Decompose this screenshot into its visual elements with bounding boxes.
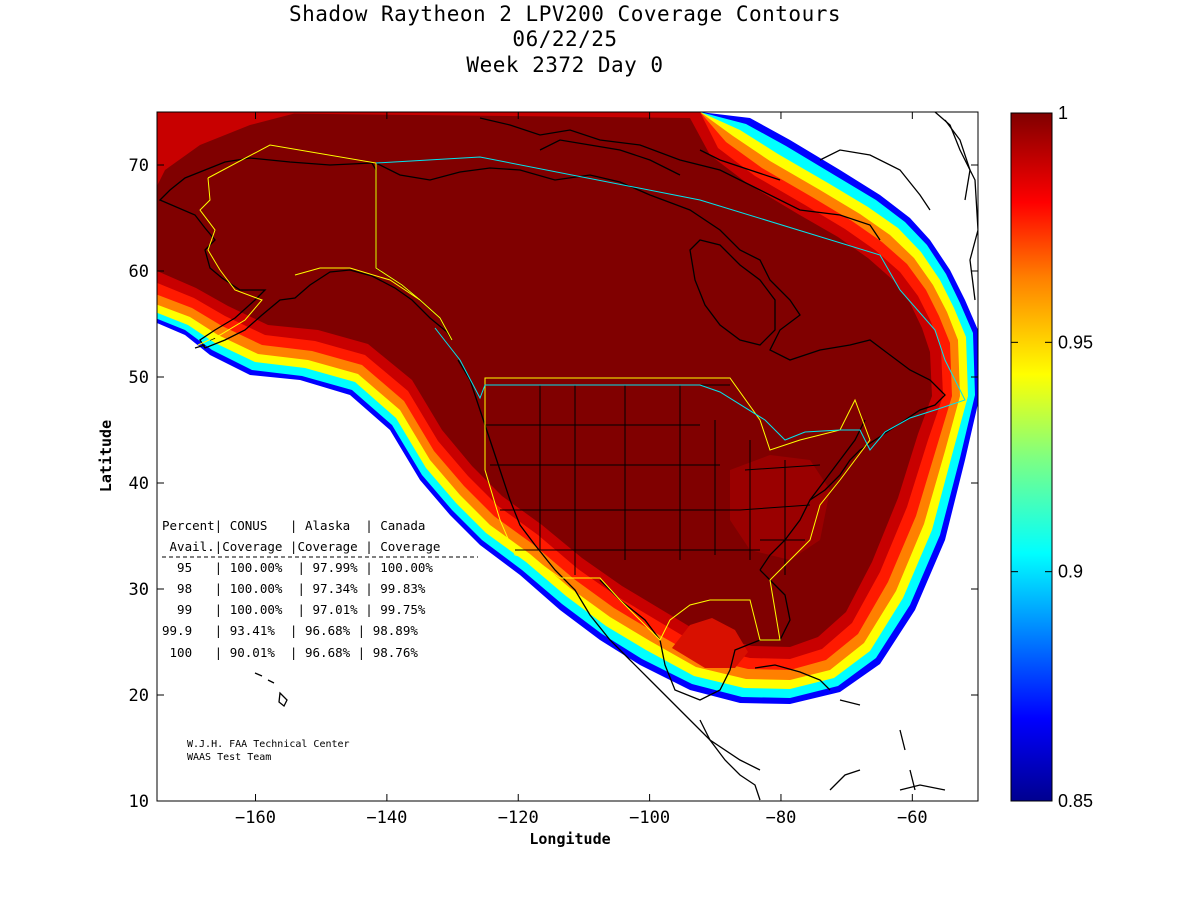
y-tick-label: 60 [129, 262, 149, 282]
coverage-contours [157, 112, 978, 801]
northwest-red-blob [157, 112, 300, 186]
table-row: 95 | 100.00% | 97.99% | 100.00% [162, 560, 433, 575]
credit-line1: W.J.H. FAA Technical Center [187, 739, 350, 750]
y-tick-label: 70 [129, 156, 149, 176]
x-tick-label: −80 [766, 808, 797, 828]
table-row: 99 | 100.00% | 97.01% | 99.75% [162, 602, 426, 617]
table-row: 100 | 90.01% | 96.68% | 98.76% [162, 645, 418, 660]
x-tick-label: −120 [498, 808, 539, 828]
colorbar-frame [1010, 112, 1053, 802]
credit-line2: WAAS Test Team [187, 752, 271, 763]
map-title-week: Week 2372 Day 0 [466, 53, 664, 77]
table-header-1: Percent| CONUS | Alaska | Canada [162, 518, 425, 533]
map-title-line1: Shadow Raytheon 2 LPV200 Coverage Contou… [288, 2, 841, 26]
table-header-2: Avail.|Coverage |Coverage | Coverage [162, 539, 440, 554]
colorbar-ticks: 1 0.95 0.9 0.85 [1011, 103, 1093, 811]
y-axis: 10 20 30 40 50 60 70 [129, 156, 978, 812]
y-tick-label: 50 [129, 368, 149, 388]
gulf-red-blob [672, 618, 748, 668]
colorbar-tick-label: 0.9 [1058, 562, 1083, 582]
x-axis-title: Longitude [529, 830, 610, 848]
x-axis: −160 −140 −120 −100 −80 −60 [235, 112, 928, 828]
y-tick-label: 30 [129, 580, 149, 600]
table-row: 99.9 | 93.41% | 96.68% | 98.89% [162, 623, 418, 638]
y-tick-label: 10 [129, 792, 149, 812]
y-axis-title: Latitude [97, 420, 115, 492]
x-tick-label: −160 [235, 808, 276, 828]
table-row: 98 | 100.00% | 97.34% | 99.83% [162, 581, 426, 596]
x-tick-label: −60 [897, 808, 928, 828]
colorbar-tick-label: 0.95 [1058, 332, 1093, 352]
plot-frame [156, 111, 979, 802]
y-tick-label: 40 [129, 474, 149, 494]
y-tick-label: 20 [129, 686, 149, 706]
x-tick-label: −100 [629, 808, 670, 828]
colorbar-tick-label: 1 [1058, 103, 1068, 123]
us-border-lines [197, 144, 871, 641]
coverage-table: Percent| CONUS | Alaska | Canada Avail.|… [162, 518, 478, 660]
canada-border-lines [375, 156, 966, 451]
coastlines [158, 112, 978, 801]
colorbar-tick-label: 0.85 [1058, 791, 1093, 811]
colorbar [1011, 113, 1052, 801]
map-title-date: 06/22/25 [512, 27, 618, 51]
x-tick-label: −140 [366, 808, 407, 828]
